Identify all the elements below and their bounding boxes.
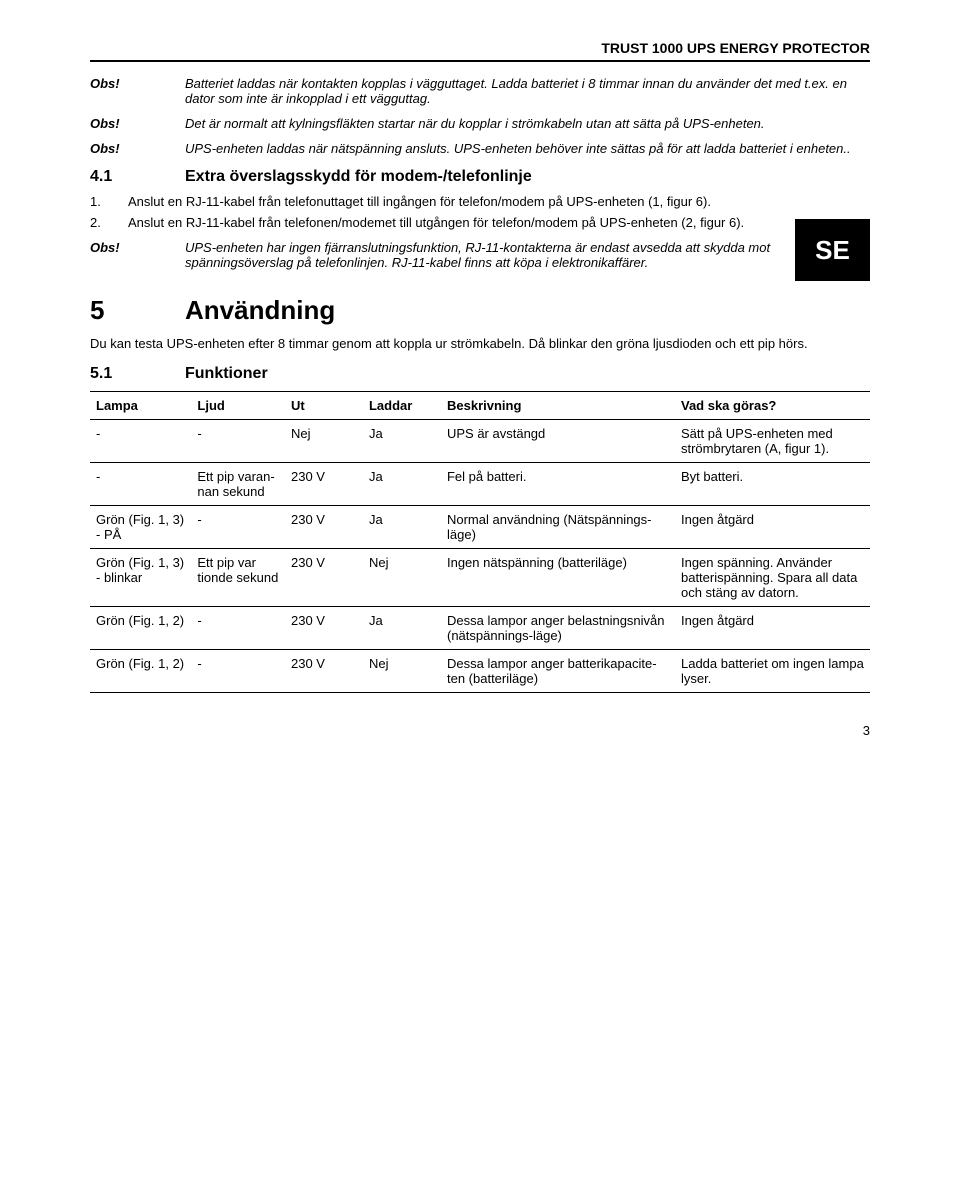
page-number: 3: [90, 723, 870, 738]
cell-ljud: -: [191, 420, 285, 463]
cell-ut: Nej: [285, 420, 363, 463]
table-header-row: Lampa Ljud Ut Laddar Beskrivning Vad ska…: [90, 392, 870, 420]
section-number: 4.1: [90, 168, 185, 186]
cell-laddar: Ja: [363, 506, 441, 549]
step-text: Anslut en RJ-11-kabel från telefonen/mod…: [128, 215, 775, 230]
section-5-paragraph: Du kan testa UPS-enheten efter 8 timmar …: [90, 336, 870, 351]
col-header-beskrivning: Beskrivning: [441, 392, 675, 420]
document-header: TRUST 1000 UPS ENERGY PROTECTOR: [90, 40, 870, 62]
cell-laddar: Ja: [363, 420, 441, 463]
section-5-1-heading: 5.1 Funktioner: [90, 365, 870, 383]
cell-lampa: Grön (Fig. 1, 3) - blinkar: [90, 549, 191, 607]
cell-laddar: Nej: [363, 549, 441, 607]
obs-note-1: Obs! Batteriet laddas när kontakten kopp…: [90, 76, 870, 106]
cell-ut: 230 V: [285, 506, 363, 549]
cell-lampa: -: [90, 463, 191, 506]
obs-note-3: Obs! UPS-enheten laddas när nätspänning …: [90, 141, 870, 156]
obs-text: UPS-enheten har ingen fjärranslutningsfu…: [185, 240, 775, 270]
cell-vad: Ladda batteriet om ingen lampa lyser.: [675, 650, 870, 693]
step-number: 1.: [90, 194, 128, 209]
obs-note-2: Obs! Det är normalt att kylningsfläkten …: [90, 116, 870, 131]
cell-vad: Ingen spänning. Använder batterispänning…: [675, 549, 870, 607]
col-header-laddar: Laddar: [363, 392, 441, 420]
obs-label: Obs!: [90, 141, 185, 156]
cell-ut: 230 V: [285, 607, 363, 650]
obs-label: Obs!: [90, 76, 185, 106]
cell-ut: 230 V: [285, 650, 363, 693]
cell-ljud: Ett pip varan-nan sekund: [191, 463, 285, 506]
table-row: Grön (Fig. 1, 3) - blinkarEtt pip var ti…: [90, 549, 870, 607]
section-number: 5.1: [90, 365, 185, 383]
cell-laddar: Ja: [363, 607, 441, 650]
language-badge-se: SE: [795, 219, 870, 281]
cell-lampa: -: [90, 420, 191, 463]
step-2: 2. Anslut en RJ-11-kabel från telefonen/…: [90, 215, 775, 230]
cell-vad: Ingen åtgärd: [675, 506, 870, 549]
table-row: -Ett pip varan-nan sekund230 VJaFel på b…: [90, 463, 870, 506]
table-row: Grön (Fig. 1, 3) - PÅ-230 VJaNormal anvä…: [90, 506, 870, 549]
obs-note-4: Obs! UPS-enheten har ingen fjärranslutni…: [90, 240, 775, 270]
section-title: Extra överslagsskydd för modem-/telefonl…: [185, 168, 532, 186]
obs-text: Batteriet laddas när kontakten kopplas i…: [185, 76, 870, 106]
step-number: 2.: [90, 215, 128, 230]
step-1: 1. Anslut en RJ-11-kabel från telefonutt…: [90, 194, 870, 209]
table-row: --NejJaUPS är avstängdSätt på UPS-enhete…: [90, 420, 870, 463]
obs-text: UPS-enheten laddas när nätspänning anslu…: [185, 141, 870, 156]
cell-lampa: Grön (Fig. 1, 2): [90, 607, 191, 650]
obs-label: Obs!: [90, 116, 185, 131]
cell-besk: Dessa lampor anger belastningsnivån (nät…: [441, 607, 675, 650]
cell-laddar: Ja: [363, 463, 441, 506]
col-header-ljud: Ljud: [191, 392, 285, 420]
cell-vad: Sätt på UPS-enheten med strömbrytaren (A…: [675, 420, 870, 463]
table-row: Grön (Fig. 1, 2)-230 VJaDessa lampor ang…: [90, 607, 870, 650]
col-header-lampa: Lampa: [90, 392, 191, 420]
cell-ut: 230 V: [285, 549, 363, 607]
functions-table: Lampa Ljud Ut Laddar Beskrivning Vad ska…: [90, 391, 870, 693]
cell-besk: Fel på batteri.: [441, 463, 675, 506]
obs-label: Obs!: [90, 240, 185, 270]
table-row: Grön (Fig. 1, 2)-230 VNejDessa lampor an…: [90, 650, 870, 693]
section-5-heading: 5 Användning: [90, 295, 870, 326]
step-text: Anslut en RJ-11-kabel från telefonuttage…: [128, 194, 870, 209]
cell-lampa: Grön (Fig. 1, 2): [90, 650, 191, 693]
cell-vad: Ingen åtgärd: [675, 607, 870, 650]
obs-text: Det är normalt att kylningsfläkten start…: [185, 116, 870, 131]
cell-ljud: -: [191, 650, 285, 693]
section-4-1-heading: 4.1 Extra överslagsskydd för modem-/tele…: [90, 168, 870, 186]
cell-ljud: Ett pip var tionde sekund: [191, 549, 285, 607]
cell-vad: Byt batteri.: [675, 463, 870, 506]
cell-laddar: Nej: [363, 650, 441, 693]
section-number: 5: [90, 295, 185, 326]
cell-besk: UPS är avstängd: [441, 420, 675, 463]
cell-ut: 230 V: [285, 463, 363, 506]
section-title: Funktioner: [185, 365, 268, 383]
cell-besk: Normal användning (Nätspännings-läge): [441, 506, 675, 549]
section-title: Användning: [185, 295, 335, 326]
col-header-ut: Ut: [285, 392, 363, 420]
cell-ljud: -: [191, 607, 285, 650]
col-header-vad: Vad ska göras?: [675, 392, 870, 420]
cell-besk: Ingen nätspänning (batteriläge): [441, 549, 675, 607]
cell-lampa: Grön (Fig. 1, 3) - PÅ: [90, 506, 191, 549]
cell-ljud: -: [191, 506, 285, 549]
cell-besk: Dessa lampor anger batterikapacite-ten (…: [441, 650, 675, 693]
